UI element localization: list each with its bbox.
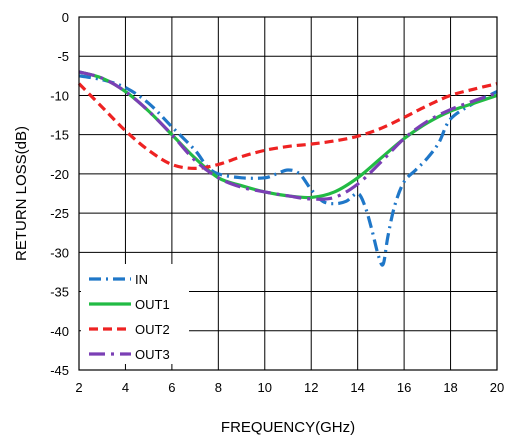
x-tick-label: 2 [75, 380, 82, 395]
y-tick-label: -15 [50, 128, 69, 143]
y-axis-label: RETURN LOSS(dB) [13, 126, 30, 261]
y-tick-label: -10 [50, 88, 69, 103]
x-axis-label: FREQUENCY(GHz) [221, 419, 355, 436]
legend-label-out3: OUT3 [135, 347, 170, 362]
x-tick-label: 14 [350, 380, 364, 395]
x-tick-label: 8 [215, 380, 222, 395]
y-tick-label: 0 [62, 10, 69, 25]
legend-label-out2: OUT2 [135, 322, 170, 337]
series-line-in [78, 74, 498, 267]
y-tick-label: -45 [50, 363, 69, 378]
legend-label-in: IN [135, 272, 148, 287]
x-tick-label: 12 [304, 380, 318, 395]
y-tick-label: -30 [50, 245, 69, 260]
y-tick-label: -35 [50, 285, 69, 300]
y-tick-label: -25 [50, 206, 69, 221]
y-tick-label: -5 [57, 49, 69, 64]
series-line-out2 [77, 82, 498, 170]
y-tick-label: -20 [50, 167, 69, 182]
x-tick-label: 6 [168, 380, 175, 395]
series-lines [77, 70, 498, 267]
legend-box [81, 264, 189, 364]
series-line-out3 [78, 70, 498, 201]
y-tick-label: -40 [50, 324, 69, 339]
plot-frame [78, 16, 498, 371]
x-tick-label: 18 [443, 380, 457, 395]
x-tick-label: 20 [490, 380, 504, 395]
tick-labels: 2 4 6 8 10 12 14 16 18 20 0 -5 -10 -15 -20 -25 -30 -35 -40… [50, 10, 504, 395]
legend: IN OUT1 OUT2 OUT3 [81, 264, 189, 364]
x-tick-label: 16 [397, 380, 411, 395]
x-tick-label: 4 [122, 380, 129, 395]
x-tick-label: 10 [258, 380, 272, 395]
legend-label-out1: OUT1 [135, 297, 170, 312]
